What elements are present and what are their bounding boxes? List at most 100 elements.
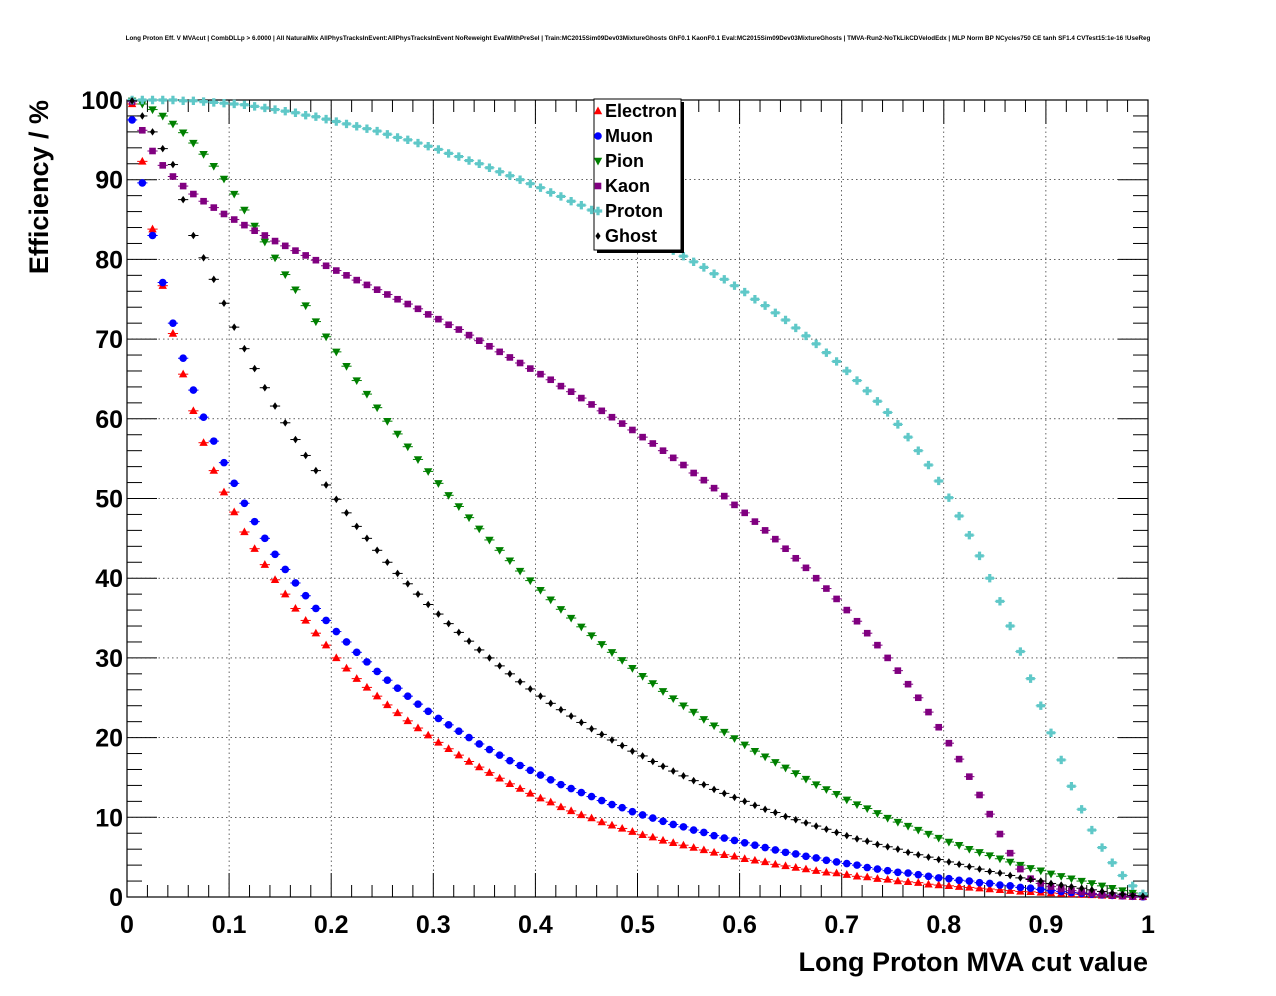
point-ghost [1099, 887, 1105, 896]
point-muon [414, 700, 422, 708]
point-electron [444, 744, 453, 752]
point-proton [178, 96, 188, 105]
point-ghost [354, 522, 360, 531]
legend-marker-electron [593, 106, 603, 115]
point-pion [669, 695, 678, 704]
point-pion [1026, 865, 1035, 873]
point-proton [311, 112, 321, 121]
point-muon [424, 707, 432, 716]
point-ghost [384, 558, 390, 567]
point-electron [536, 793, 545, 802]
point-proton [230, 99, 239, 109]
point-proton [903, 432, 913, 442]
point-electron [587, 813, 596, 822]
y-tick-label: 90 [95, 167, 123, 195]
point-muon [914, 870, 923, 879]
point-muon [485, 745, 494, 754]
point-kaon [996, 830, 1004, 838]
grid [127, 100, 1148, 897]
point-muon [751, 841, 759, 849]
point-kaon [629, 426, 636, 434]
point-proton [811, 339, 821, 349]
point-muon [689, 826, 698, 834]
point-ghost [170, 160, 176, 169]
point-ghost [415, 590, 421, 598]
point-muon [546, 776, 555, 784]
point-muon [669, 820, 678, 829]
point-ghost [303, 451, 309, 460]
point-proton [546, 188, 555, 197]
point-electron [852, 871, 862, 880]
point-muon [873, 865, 882, 873]
point-pion [1077, 877, 1086, 886]
point-ghost [231, 323, 237, 331]
y-tick-label: 80 [95, 246, 123, 274]
point-kaon [404, 300, 412, 308]
point-proton [1077, 805, 1086, 814]
point-kaon [1057, 885, 1065, 893]
point-kaon [863, 629, 871, 637]
point-kaon [281, 242, 289, 250]
point-ghost [885, 842, 891, 851]
point-kaon [241, 221, 248, 229]
point-muon [281, 565, 290, 574]
point-pion [638, 673, 647, 681]
point-pion [1087, 880, 1097, 888]
x-tick-label: 0.1 [212, 911, 247, 939]
y-tick-label: 0 [109, 884, 123, 912]
point-pion [444, 492, 453, 500]
point-electron [801, 864, 811, 873]
point-muon [271, 550, 279, 559]
point-kaon [1017, 865, 1024, 873]
point-proton [985, 574, 994, 583]
point-proton [240, 100, 249, 109]
point-pion [791, 770, 800, 778]
point-proton [699, 263, 709, 272]
point-muon [1016, 883, 1025, 892]
point-kaon [567, 388, 575, 396]
x-tick-label: 0.8 [926, 911, 961, 939]
point-kaon [557, 382, 565, 390]
legend-label-electron: Electron [605, 101, 677, 121]
x-tick-label: 0.3 [416, 911, 451, 939]
point-kaon [1068, 887, 1075, 894]
point-electron [771, 859, 780, 868]
point-ghost [160, 144, 166, 153]
point-kaon [986, 810, 994, 818]
point-pion [883, 814, 892, 823]
point-electron [658, 835, 668, 844]
point-muon [312, 604, 320, 613]
point-proton [209, 98, 218, 107]
point-kaon [700, 476, 708, 484]
point-kaon [302, 252, 309, 259]
point-proton [893, 420, 903, 429]
point-kaon [649, 440, 657, 447]
point-muon [618, 803, 626, 812]
point-pion [1067, 875, 1076, 884]
point-ghost [670, 767, 676, 775]
point-kaon [424, 311, 432, 318]
point-proton [995, 597, 1005, 606]
point-pion [230, 190, 239, 199]
point-ghost [823, 825, 829, 834]
point-muon [209, 437, 218, 445]
point-pion [924, 830, 933, 839]
y-tick-label: 100 [81, 87, 123, 115]
point-ghost [854, 835, 860, 843]
point-proton [852, 376, 862, 385]
point-ghost [333, 495, 339, 504]
point-ghost [1109, 889, 1115, 897]
point-electron [403, 716, 412, 725]
point-pion [168, 120, 178, 129]
point-kaon [190, 190, 197, 198]
point-kaon [659, 447, 667, 454]
point-electron [423, 730, 433, 739]
x-tick-label: 0.2 [314, 911, 349, 939]
point-muon [934, 874, 943, 882]
point-electron [413, 723, 423, 732]
point-electron [352, 674, 361, 682]
point-proton [1005, 621, 1015, 631]
point-electron [464, 757, 474, 765]
point-kaon [761, 527, 769, 534]
